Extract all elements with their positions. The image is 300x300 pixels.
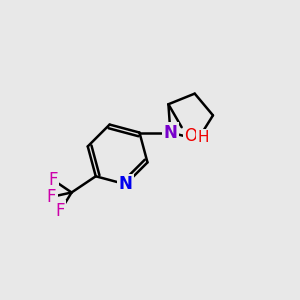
Text: N: N (164, 124, 177, 142)
Text: F: F (56, 202, 65, 220)
Text: H: H (197, 130, 208, 145)
Text: O: O (184, 127, 197, 145)
Text: F: F (49, 171, 58, 189)
Text: F: F (47, 188, 56, 206)
Text: N: N (119, 175, 133, 193)
